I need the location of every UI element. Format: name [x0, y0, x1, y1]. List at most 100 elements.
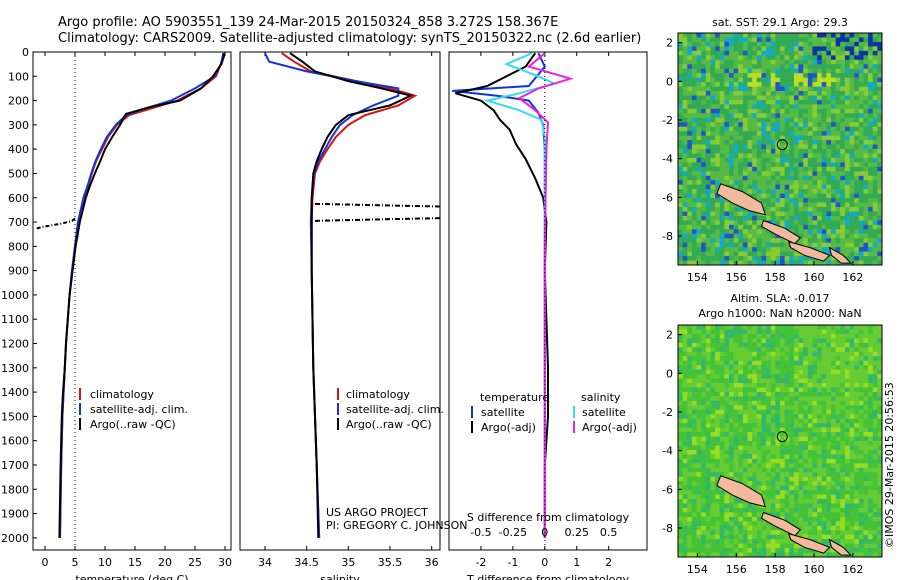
map-cell — [812, 68, 818, 74]
map-cell — [858, 534, 864, 540]
map-cell — [863, 400, 869, 406]
map-cell — [826, 82, 832, 87]
map-cell — [872, 539, 878, 545]
map-cell — [742, 215, 748, 221]
map-cell — [826, 41, 832, 47]
map-cell — [678, 543, 684, 549]
map-cell — [803, 33, 809, 38]
map-cell — [807, 467, 813, 473]
map-cell — [719, 122, 725, 128]
map-cell — [761, 202, 767, 208]
map-cell — [877, 202, 883, 208]
map-cell — [682, 207, 688, 212]
map-cell — [826, 485, 832, 491]
map-cell — [840, 175, 846, 181]
map-cell — [756, 73, 762, 79]
map-cell — [719, 378, 725, 384]
map-cell — [766, 233, 772, 239]
map-cell — [724, 347, 730, 353]
map-cell — [821, 144, 827, 150]
map-cell — [798, 365, 804, 371]
map-cell — [793, 347, 799, 353]
map-cell — [821, 180, 827, 186]
map-cell — [844, 512, 850, 518]
map-cell — [858, 383, 864, 388]
map-cell — [705, 140, 711, 145]
map-cell — [682, 400, 688, 406]
map-cell — [821, 481, 827, 487]
map-cell — [715, 50, 721, 56]
map-cell — [729, 73, 735, 79]
map-cell — [849, 220, 855, 226]
map-cell — [752, 507, 758, 513]
map-cell — [705, 423, 711, 429]
series-line — [455, 52, 549, 538]
y-tick-label: 900 — [8, 265, 29, 278]
map-cell — [835, 99, 841, 105]
map-cell — [770, 427, 776, 433]
map-cell — [678, 454, 684, 460]
map-cell — [849, 449, 855, 455]
map-cell — [710, 494, 716, 500]
map-cell — [803, 211, 809, 217]
map-cell — [724, 418, 730, 424]
map-cell — [835, 387, 841, 393]
map-cell — [770, 503, 776, 509]
map-cell — [780, 184, 786, 190]
map-cell — [877, 193, 883, 199]
map-cell — [682, 396, 688, 402]
map-cell — [756, 490, 762, 495]
map-cell — [742, 41, 748, 47]
map-cell — [761, 260, 767, 266]
map-cell — [784, 516, 790, 522]
map-cell — [784, 476, 790, 482]
map-cell — [687, 445, 693, 451]
map-cell — [678, 458, 684, 464]
map-cell — [724, 383, 730, 388]
map-cell — [691, 378, 697, 384]
map-cell — [775, 445, 781, 451]
map-cell — [826, 552, 832, 558]
map-cell — [844, 423, 850, 429]
map-cell — [849, 525, 855, 531]
map-cell — [868, 251, 874, 257]
map-cell — [849, 104, 855, 110]
map-cell — [831, 338, 837, 344]
y-tick-label: -6 — [662, 191, 673, 204]
map-cell — [821, 122, 827, 128]
map-cell — [738, 387, 744, 393]
map-cell — [747, 108, 753, 114]
map-cell — [821, 59, 827, 65]
map-cell — [826, 405, 832, 411]
map-cell — [729, 207, 735, 212]
map-cell — [807, 64, 813, 70]
map-cell — [742, 467, 748, 473]
map-cell — [877, 507, 883, 513]
map-cell — [747, 356, 753, 362]
map-cell — [742, 260, 748, 266]
map-cell — [752, 193, 758, 199]
map-cell — [710, 472, 716, 478]
map-cell — [710, 374, 716, 379]
map-cell — [710, 418, 716, 424]
map-cell — [858, 82, 864, 87]
map-cell — [849, 490, 855, 495]
map-cell — [696, 400, 702, 406]
y-tick-label: 1200 — [1, 338, 29, 351]
map-cell — [678, 122, 684, 128]
map-cell — [705, 525, 711, 531]
map-cell — [766, 180, 772, 186]
map-cell — [807, 449, 813, 455]
map-cell — [710, 171, 716, 177]
map-cell — [742, 405, 748, 411]
map-cell — [863, 548, 869, 553]
map-cell — [724, 387, 730, 393]
map-cell — [756, 91, 762, 96]
map-cell — [738, 215, 744, 221]
map-cell — [715, 539, 721, 545]
map-cell — [872, 481, 878, 487]
map-cell — [747, 55, 753, 61]
map-cell — [710, 86, 716, 92]
map-cell — [687, 33, 693, 38]
map-cell — [872, 198, 878, 203]
